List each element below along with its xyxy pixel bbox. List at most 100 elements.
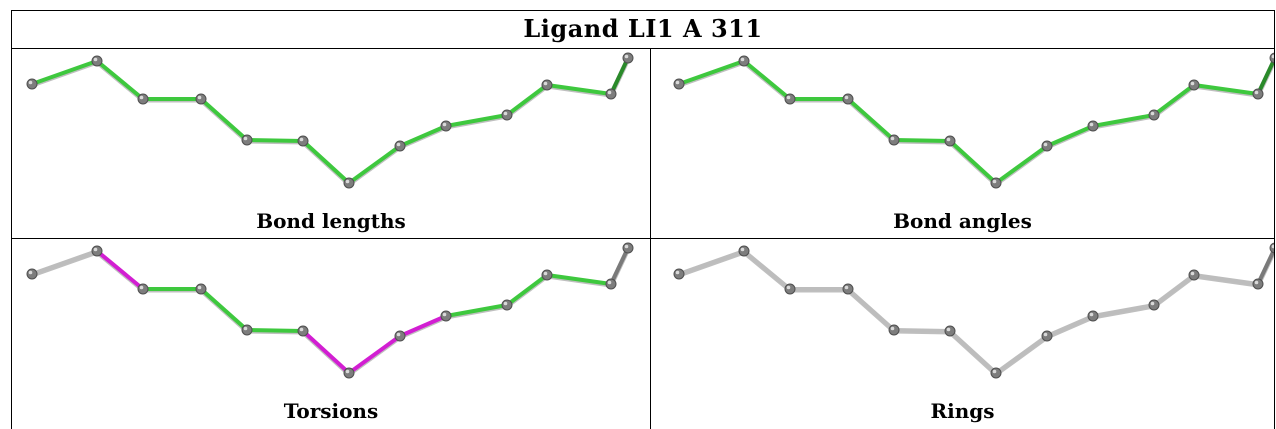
atom-highlight — [624, 54, 629, 59]
atom-12 — [1252, 278, 1264, 290]
atom-10 — [501, 109, 513, 121]
atom-highlight — [93, 57, 98, 62]
atom-6 — [944, 135, 956, 147]
atom-5 — [888, 324, 900, 336]
atom-highlight — [786, 95, 791, 100]
atom-highlight — [139, 95, 144, 100]
atom-highlight — [1089, 312, 1094, 317]
atom-highlight — [1150, 301, 1155, 306]
atom-highlight — [1254, 280, 1259, 285]
bond-11 — [545, 83, 613, 96]
bond-6 — [948, 139, 998, 185]
atom-highlight — [1089, 122, 1094, 127]
atom-highlight — [1190, 81, 1195, 86]
bond-1 — [677, 59, 746, 86]
atom-8 — [1041, 330, 1053, 342]
atom-highlight — [1190, 271, 1195, 276]
bond-12 — [609, 56, 630, 96]
atom-4 — [195, 93, 207, 105]
atom-6 — [297, 325, 309, 337]
panel-caption: Bond angles — [893, 209, 1032, 233]
atom-4 — [195, 283, 207, 295]
atom-highlight — [740, 247, 745, 252]
bond-4 — [846, 97, 896, 142]
bond-10 — [505, 273, 549, 307]
panel-bond-angles: Bond angles — [651, 49, 1274, 238]
bond-6 — [301, 329, 351, 375]
table-border-right — [1274, 10, 1275, 429]
atom-highlight — [844, 285, 849, 290]
atom-highlight — [197, 95, 202, 100]
bond-9 — [444, 113, 509, 128]
atom-highlight — [946, 327, 951, 332]
bond-4 — [199, 287, 249, 332]
atom-10 — [1148, 299, 1160, 311]
bond-10 — [1152, 273, 1196, 307]
atom-3 — [137, 283, 149, 295]
atom-1 — [26, 268, 38, 280]
atom-highlight — [442, 312, 447, 317]
atom-13 — [622, 52, 634, 64]
atom-4 — [842, 283, 854, 295]
atom-8 — [394, 140, 406, 152]
atom-3 — [137, 93, 149, 105]
atom-4 — [842, 93, 854, 105]
bond-2 — [95, 59, 145, 101]
bond-12 — [1256, 56, 1274, 96]
bond-12 — [609, 246, 630, 286]
bond-8 — [1045, 124, 1095, 148]
atom-highlight — [607, 90, 612, 95]
panel-caption: Bond lengths — [256, 209, 406, 233]
atom-highlight — [1150, 111, 1155, 116]
atom-highlight — [299, 137, 304, 142]
atom-highlight — [28, 80, 33, 85]
bond-1 — [30, 249, 99, 276]
atom-highlight — [607, 280, 612, 285]
bond-2 — [95, 249, 145, 291]
atom-highlight — [992, 369, 997, 374]
bond-10 — [505, 83, 549, 117]
molecule-diagram — [673, 242, 1274, 379]
atom-2 — [91, 55, 103, 67]
atom-6 — [944, 325, 956, 337]
atom-7 — [990, 367, 1002, 379]
atom-12 — [605, 88, 617, 100]
atom-highlight — [1271, 244, 1274, 249]
molecule-diagram — [26, 242, 634, 379]
table-border-left — [11, 10, 12, 429]
bond-5 — [245, 328, 305, 333]
atom-highlight — [675, 80, 680, 85]
atom-2 — [738, 245, 750, 257]
bond-5 — [245, 138, 305, 143]
atom-highlight — [624, 244, 629, 249]
bond-8 — [398, 314, 448, 338]
atom-highlight — [844, 95, 849, 100]
bond-7 — [347, 144, 402, 185]
atom-highlight — [1043, 142, 1048, 147]
atom-highlight — [503, 111, 508, 116]
bond-5 — [892, 138, 952, 143]
bond-11 — [1192, 83, 1260, 96]
atom-10 — [1148, 109, 1160, 121]
bond-2 — [742, 59, 792, 101]
bond-9 — [1091, 303, 1156, 318]
title-divider — [11, 48, 1275, 49]
bond-4 — [199, 97, 249, 142]
bond-8 — [1045, 314, 1095, 338]
atom-10 — [501, 299, 513, 311]
atom-highlight — [345, 179, 350, 184]
atom-7 — [343, 367, 355, 379]
bond-9 — [444, 303, 509, 318]
bond-1 — [677, 249, 746, 276]
bond-11 — [1192, 273, 1260, 286]
atom-8 — [1041, 140, 1053, 152]
atom-3 — [784, 283, 796, 295]
atom-7 — [343, 177, 355, 189]
atom-highlight — [503, 301, 508, 306]
bond-8 — [398, 124, 448, 148]
bond-2 — [742, 249, 792, 291]
molecule-diagram — [26, 52, 634, 189]
bond-9 — [1091, 113, 1156, 128]
bond-6 — [301, 139, 351, 185]
panel-torsions: Torsions — [12, 239, 650, 429]
